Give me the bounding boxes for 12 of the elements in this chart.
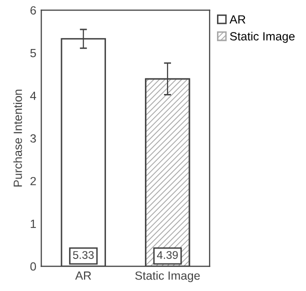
y-tick-label: 6: [30, 6, 36, 15]
legend-label: Static Image: [230, 32, 295, 43]
y-tick-label: 4: [30, 92, 36, 100]
y-axis-title: Purchase Intention: [13, 90, 22, 186]
y-tick-label: 1: [30, 220, 36, 228]
y-tick-label: 2: [30, 176, 36, 186]
data-label: 5.33: [73, 251, 94, 259]
y-tick-label: 3: [30, 134, 36, 143]
data-label: 4.39: [156, 251, 178, 259]
y-tick-label: 0: [30, 262, 36, 271]
legend-label: AR: [230, 15, 246, 24]
y-tick-label: 5: [30, 49, 36, 58]
